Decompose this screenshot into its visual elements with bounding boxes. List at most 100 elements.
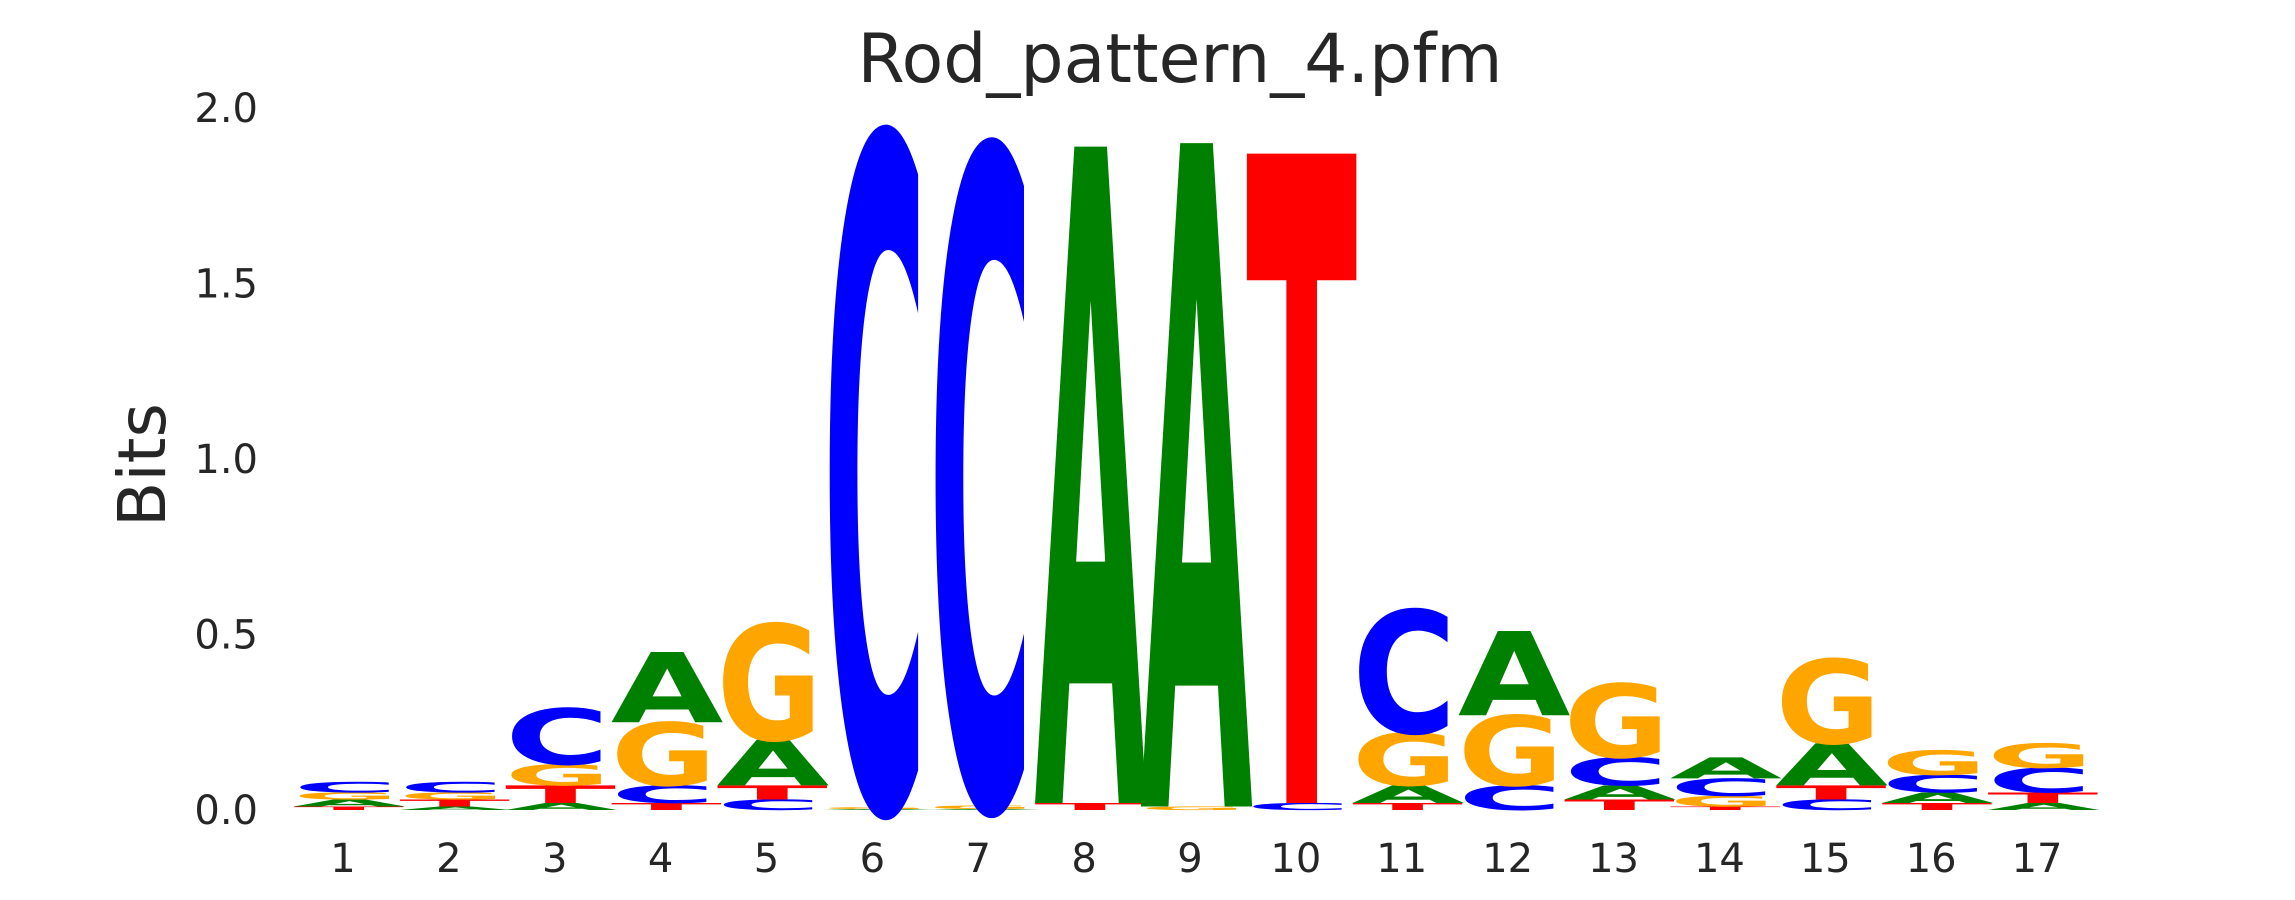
glyph-C: C [1881, 770, 1986, 798]
x-tick-label: 12 [1482, 836, 1533, 882]
y-axis-ticks: 0.0 0.5 1.0 1.5 2.0 [194, 86, 258, 834]
x-tick-label: 2 [436, 836, 461, 882]
glyph-A: A [1140, 0, 1254, 900]
y-tick-label: 1.0 [194, 437, 258, 483]
glyph-C: C [928, 0, 1033, 900]
glyph-C: C [823, 0, 928, 900]
glyph-A: A [823, 809, 936, 811]
glyph-A: A [611, 633, 724, 745]
glyph-C: C [399, 779, 504, 796]
glyph-G: G [1564, 665, 1669, 782]
x-tick-label: 6 [860, 836, 885, 882]
x-tick-label: 14 [1694, 836, 1745, 882]
x-tick-label: 4 [648, 836, 673, 882]
glyph-G: G [928, 805, 1033, 811]
glyph-A: A [1564, 782, 1677, 804]
glyph-T: T [1776, 782, 1887, 804]
glyph-C: C [1670, 774, 1775, 802]
glyph-A: A [1987, 801, 2100, 812]
glyph-A: A [1352, 781, 1465, 809]
x-tick-label: 1 [330, 836, 355, 882]
glyph-A: A [1881, 790, 1994, 807]
glyph-G: G [505, 759, 610, 793]
glyph-G: G [1140, 806, 1245, 812]
logo-column-10: CT [1246, 0, 1358, 900]
y-tick-label: 0.0 [194, 788, 258, 834]
x-tick-label: 8 [1071, 836, 1096, 882]
glyph-T: T [1034, 801, 1146, 812]
glyph-C: C [1564, 750, 1669, 795]
x-tick-label: 16 [1906, 836, 1957, 882]
glyph-C: C [717, 797, 822, 814]
glyph-G: G [399, 791, 504, 802]
x-tick-label: 15 [1800, 836, 1851, 882]
glyph-G: G [717, 594, 822, 779]
y-tick-label: 1.5 [194, 262, 258, 308]
glyph-G: G [823, 807, 928, 810]
glyph-T: T [399, 798, 511, 809]
glyph-A: A [399, 806, 512, 812]
glyph-T: T [1352, 801, 1464, 812]
x-tick-label: 7 [966, 836, 991, 882]
glyph-G: G [293, 791, 398, 802]
glyph-A: A [1670, 752, 1783, 786]
logo-column-6: AGC [823, 0, 936, 900]
glyph-C: C [1458, 779, 1563, 818]
x-tick-label: 17 [2012, 836, 2063, 882]
glyph-C: C [1352, 576, 1457, 772]
glyph-C: C [293, 779, 398, 796]
glyph-C: C [505, 694, 610, 783]
logo-column-8: TA [1034, 0, 1148, 900]
x-tick-label: 10 [1270, 836, 1321, 882]
glyph-T: T [293, 806, 404, 812]
glyph-C: C [1987, 762, 2092, 801]
glyph-C: C [611, 781, 716, 809]
glyph-T: T [1564, 797, 1675, 814]
x-tick-label: 11 [1376, 836, 1427, 882]
chart-title: Rod_pattern_4.pfm [857, 20, 1502, 99]
x-tick-label: 13 [1588, 836, 1639, 882]
glyph-G: G [611, 705, 716, 806]
glyph-T: T [717, 782, 828, 804]
logo-column-7: AGC [928, 0, 1041, 900]
glyph-A: A [293, 798, 406, 809]
y-tick-label: 2.0 [194, 86, 258, 132]
glyph-T: T [1987, 790, 2098, 807]
logo-column-12: CGA [1458, 608, 1571, 818]
glyph-G: G [1670, 793, 1775, 810]
glyph-A: A [928, 809, 1041, 811]
glyph-G: G [1881, 744, 1986, 783]
y-tick-label: 0.5 [194, 613, 258, 659]
glyph-G: G [1776, 636, 1881, 770]
glyph-C: C [1776, 797, 1881, 814]
glyph-C: C [1246, 801, 1351, 812]
logo-column-9: GA [1140, 0, 1254, 900]
glyph-T: T [611, 801, 723, 812]
glyph-T: T [505, 781, 616, 809]
glyph-G: G [1987, 737, 2092, 776]
x-tick-label: 5 [754, 836, 779, 882]
glyph-A: A [1458, 608, 1571, 743]
x-axis-ticks: 1 2 3 4 5 6 7 8 9 10 11 12 13 14 15 16 17 [330, 836, 2062, 882]
glyph-T: T [1881, 801, 1993, 812]
glyph-A: A [505, 801, 618, 812]
glyph-T: T [1246, 0, 1358, 900]
y-axis-label: Bits [104, 403, 181, 527]
glyph-A: A [1034, 0, 1148, 900]
x-tick-label: 3 [542, 836, 567, 882]
glyph-G: G [1458, 696, 1563, 808]
glyph-A: A [1776, 732, 1889, 799]
